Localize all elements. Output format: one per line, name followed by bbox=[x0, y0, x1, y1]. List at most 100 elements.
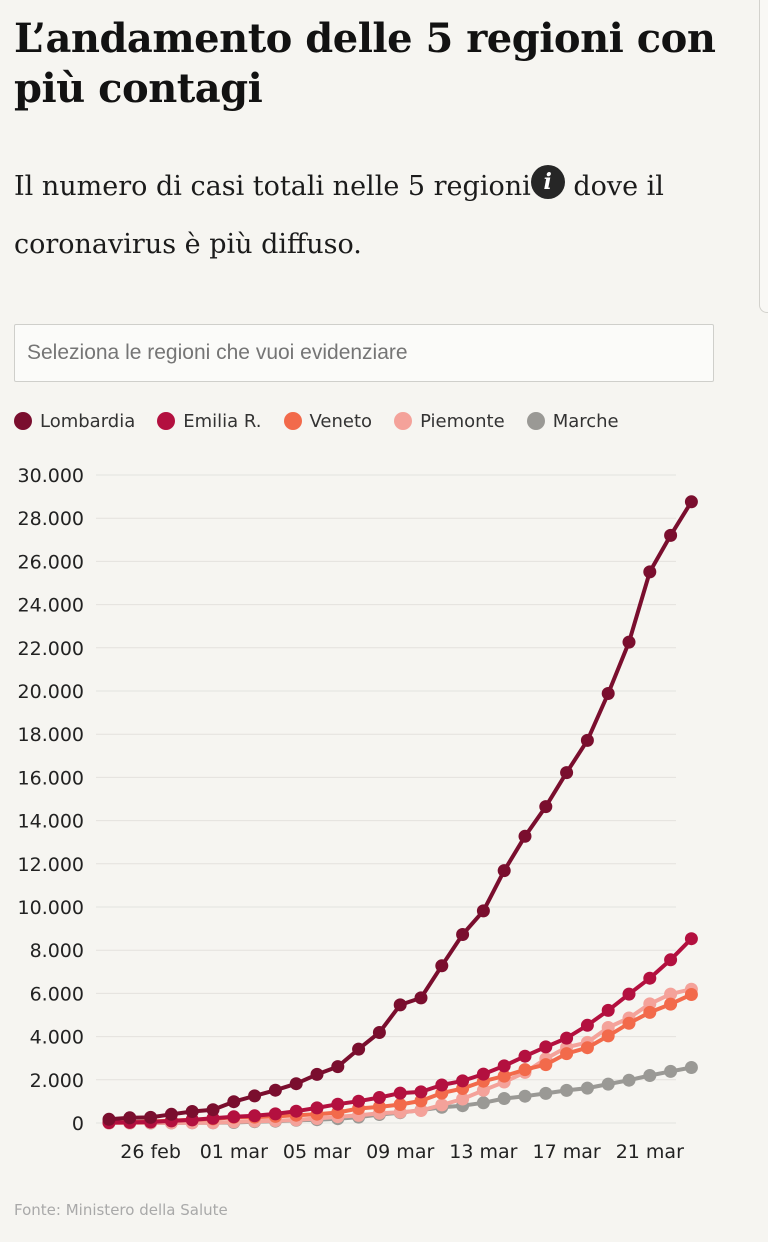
legend-dot bbox=[526, 412, 545, 430]
y-tick-label: 26.000 bbox=[18, 551, 84, 573]
data-point[interactable] bbox=[456, 1074, 470, 1088]
data-point[interactable] bbox=[248, 1109, 262, 1123]
data-point[interactable] bbox=[268, 1083, 282, 1097]
data-point[interactable] bbox=[664, 953, 678, 967]
data-point[interactable] bbox=[518, 1089, 532, 1103]
legend-item-piemonte[interactable]: Piemonte bbox=[394, 411, 505, 432]
data-point[interactable] bbox=[601, 1003, 615, 1017]
data-point[interactable] bbox=[289, 1104, 303, 1118]
data-point[interactable] bbox=[684, 932, 698, 946]
data-point[interactable] bbox=[310, 1101, 324, 1115]
data-point[interactable] bbox=[518, 1049, 532, 1063]
data-point[interactable] bbox=[435, 1098, 449, 1112]
data-point[interactable] bbox=[372, 1091, 386, 1104]
data-point[interactable] bbox=[560, 1047, 574, 1061]
data-point[interactable] bbox=[352, 1094, 366, 1108]
data-point[interactable] bbox=[393, 998, 407, 1012]
data-point[interactable] bbox=[518, 829, 532, 843]
data-point[interactable] bbox=[227, 1110, 241, 1124]
data-point[interactable] bbox=[206, 1103, 220, 1117]
data-point[interactable] bbox=[248, 1089, 262, 1103]
data-point[interactable] bbox=[185, 1105, 199, 1118]
data-point[interactable] bbox=[580, 1081, 594, 1095]
data-point[interactable] bbox=[435, 1078, 449, 1092]
data-point[interactable] bbox=[622, 987, 636, 1001]
data-point[interactable] bbox=[560, 1083, 574, 1097]
data-point[interactable] bbox=[456, 928, 470, 941]
data-point[interactable] bbox=[580, 1041, 594, 1055]
data-point[interactable] bbox=[102, 1112, 116, 1126]
data-point[interactable] bbox=[664, 1064, 678, 1078]
data-point[interactable] bbox=[414, 1085, 428, 1099]
data-point[interactable] bbox=[643, 971, 657, 985]
legend-label: Piemonte bbox=[420, 410, 505, 432]
legend-item-veneto[interactable]: Veneto bbox=[283, 411, 372, 432]
data-point[interactable] bbox=[414, 991, 428, 1005]
data-point[interactable] bbox=[476, 904, 490, 918]
data-point[interactable] bbox=[123, 1111, 137, 1125]
data-point[interactable] bbox=[268, 1107, 282, 1121]
data-point[interactable] bbox=[372, 1100, 386, 1114]
data-point[interactable] bbox=[622, 635, 636, 649]
data-point[interactable] bbox=[664, 528, 678, 542]
data-point[interactable] bbox=[414, 1104, 428, 1117]
data-point[interactable] bbox=[539, 800, 553, 814]
data-point[interactable] bbox=[684, 988, 698, 1001]
data-point[interactable] bbox=[289, 1077, 303, 1091]
data-point[interactable] bbox=[601, 687, 615, 700]
data-point[interactable] bbox=[164, 1107, 178, 1121]
data-point[interactable] bbox=[643, 1005, 657, 1019]
data-point[interactable] bbox=[643, 1069, 657, 1082]
data-point[interactable] bbox=[372, 1026, 386, 1039]
x-tick-label: 05 mar bbox=[283, 1141, 351, 1163]
data-point[interactable] bbox=[476, 1067, 490, 1081]
series-lombardia bbox=[102, 495, 698, 1126]
data-point[interactable] bbox=[684, 495, 698, 509]
data-point[interactable] bbox=[664, 997, 678, 1011]
data-point[interactable] bbox=[664, 987, 678, 1001]
data-point[interactable] bbox=[476, 1096, 490, 1110]
data-point[interactable] bbox=[456, 1092, 470, 1106]
data-point[interactable] bbox=[518, 1063, 532, 1077]
data-point[interactable] bbox=[539, 1086, 553, 1100]
data-point[interactable] bbox=[227, 1095, 241, 1109]
data-point[interactable] bbox=[601, 1029, 615, 1043]
data-point[interactable] bbox=[684, 1061, 698, 1074]
legend-item-marche[interactable]: Marche bbox=[526, 411, 619, 432]
data-point[interactable] bbox=[643, 565, 657, 579]
data-point[interactable] bbox=[497, 1069, 511, 1083]
data-point[interactable] bbox=[310, 1067, 324, 1081]
legend-item-emilia-r[interactable]: Emilia R. bbox=[157, 411, 262, 432]
data-point[interactable] bbox=[497, 1092, 511, 1105]
data-point[interactable] bbox=[539, 1040, 553, 1054]
data-point[interactable] bbox=[580, 1018, 594, 1032]
legend-label: Lombardia bbox=[40, 410, 136, 432]
y-tick-label: 28.000 bbox=[18, 508, 84, 530]
legend-item-lombardia[interactable]: Lombardia bbox=[14, 411, 135, 432]
data-point[interactable] bbox=[622, 1016, 636, 1030]
data-point[interactable] bbox=[414, 1094, 428, 1108]
data-point[interactable] bbox=[497, 1059, 511, 1073]
x-tick-label: 17 mar bbox=[533, 1141, 601, 1163]
data-point[interactable] bbox=[352, 1042, 366, 1056]
x-tick-label: 09 mar bbox=[366, 1141, 434, 1163]
region-search-input[interactable]: Seleziona le regioni che vuoi evidenziar… bbox=[14, 324, 714, 382]
data-point[interactable] bbox=[539, 1058, 553, 1072]
data-point[interactable] bbox=[393, 1086, 407, 1100]
info-icon[interactable]: i bbox=[530, 165, 565, 199]
data-point[interactable] bbox=[580, 733, 594, 747]
data-point[interactable] bbox=[331, 1060, 345, 1074]
data-point[interactable] bbox=[435, 959, 449, 973]
data-point[interactable] bbox=[497, 864, 511, 878]
data-point[interactable] bbox=[331, 1097, 345, 1111]
data-point[interactable] bbox=[622, 1073, 636, 1087]
y-tick-label: 6.000 bbox=[30, 983, 84, 1005]
data-point[interactable] bbox=[476, 1083, 490, 1097]
legend-dot bbox=[283, 412, 302, 430]
data-point[interactable] bbox=[560, 766, 574, 780]
series-emilia-r bbox=[102, 932, 698, 1130]
data-point[interactable] bbox=[601, 1077, 615, 1091]
data-point[interactable] bbox=[393, 1098, 407, 1111]
data-point[interactable] bbox=[560, 1031, 574, 1045]
data-point[interactable] bbox=[144, 1110, 158, 1124]
